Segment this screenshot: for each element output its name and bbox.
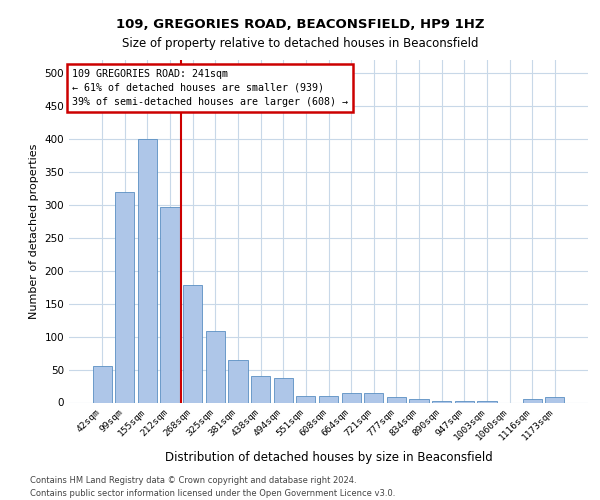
Bar — [387, 397, 406, 402]
Text: Size of property relative to detached houses in Beaconsfield: Size of property relative to detached ho… — [122, 38, 478, 51]
Bar — [319, 396, 338, 402]
Bar — [432, 401, 451, 402]
Bar — [92, 366, 112, 402]
Bar — [138, 139, 157, 402]
Bar — [251, 376, 270, 402]
Bar — [364, 392, 383, 402]
Bar — [206, 332, 225, 402]
Bar — [229, 360, 248, 403]
Bar — [160, 207, 180, 402]
X-axis label: Distribution of detached houses by size in Beaconsfield: Distribution of detached houses by size … — [164, 450, 493, 464]
Text: 109 GREGORIES ROAD: 241sqm
← 61% of detached houses are smaller (939)
39% of sem: 109 GREGORIES ROAD: 241sqm ← 61% of deta… — [71, 68, 347, 106]
Bar — [545, 397, 565, 402]
Bar — [341, 392, 361, 402]
Bar — [409, 399, 428, 402]
Bar — [523, 399, 542, 402]
Y-axis label: Number of detached properties: Number of detached properties — [29, 144, 39, 319]
Bar — [455, 401, 474, 402]
Bar — [115, 192, 134, 402]
Bar — [477, 401, 497, 402]
Text: 109, GREGORIES ROAD, BEACONSFIELD, HP9 1HZ: 109, GREGORIES ROAD, BEACONSFIELD, HP9 1… — [116, 18, 484, 30]
Bar — [296, 396, 316, 402]
Bar — [274, 378, 293, 402]
Bar — [183, 286, 202, 403]
Text: Contains public sector information licensed under the Open Government Licence v3: Contains public sector information licen… — [30, 489, 395, 498]
Text: Contains HM Land Registry data © Crown copyright and database right 2024.: Contains HM Land Registry data © Crown c… — [30, 476, 356, 485]
